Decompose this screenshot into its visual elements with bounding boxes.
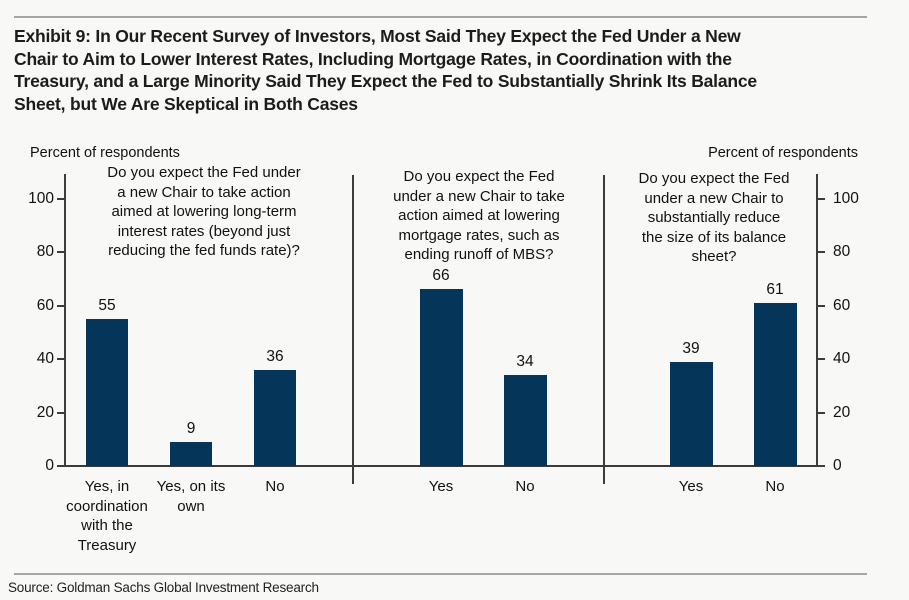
bar-category-label: Yes — [428, 478, 454, 495]
right-axis-tick — [817, 411, 825, 414]
left-axis-tick-label: 80 — [36, 243, 54, 260]
bar-category-label: Yes, on its own — [156, 478, 226, 515]
left-axis-tick — [57, 304, 65, 307]
right-axis-tick-label: 80 — [833, 243, 851, 260]
bar-value-label: 34 — [516, 353, 534, 370]
left-axis-tick — [57, 411, 65, 414]
bar-yes-on-its — [170, 442, 212, 466]
bar-value-label: 39 — [682, 340, 700, 357]
bar-value-label: 9 — [186, 420, 196, 437]
source-text: Source: Goldman Sachs Global Investment … — [8, 580, 319, 595]
right-axis-tick — [817, 465, 825, 467]
bar-category-label: Yes, in coordination with the Treasury — [66, 478, 148, 554]
right-axis-tick — [817, 304, 825, 307]
top-rule — [14, 16, 867, 18]
bar-value-label: 55 — [98, 297, 116, 314]
bar-no — [503, 375, 547, 466]
left-axis-tick — [57, 197, 65, 200]
right-axis-tick-label: 0 — [833, 457, 842, 474]
bar-yes — [419, 289, 463, 466]
panel-divider-1 — [352, 175, 354, 484]
y-axis-title-left: Percent of respondents — [30, 145, 180, 161]
panel-3-question: Do you expect the Fed under a new Chair … — [638, 170, 790, 265]
left-axis-tick — [57, 251, 65, 253]
bar-value-label: 36 — [266, 348, 284, 365]
bar-no — [753, 303, 797, 466]
panel-divider-2 — [603, 175, 605, 484]
left-axis-tick-label: 20 — [36, 403, 54, 421]
bar-no — [254, 370, 296, 466]
left-axis-tick — [57, 358, 65, 360]
bar-value-label: 61 — [766, 281, 784, 298]
exhibit-title: Exhibit 9: In Our Recent Survey of Inves… — [14, 26, 757, 114]
right-axis-tick — [817, 197, 825, 200]
bar-category-label: No — [515, 478, 535, 495]
panel-2-question: Do you expect the Fed under a new Chair … — [393, 168, 565, 263]
bar-category-label: No — [265, 478, 285, 495]
right-y-axis-line — [816, 174, 818, 466]
panel-1-question: Do you expect the Fed under a new Chair … — [107, 164, 301, 259]
right-axis-tick — [817, 251, 825, 253]
x-axis-line — [57, 465, 818, 467]
left-axis-tick-label: 0 — [45, 457, 54, 474]
left-axis-tick-label: 60 — [36, 296, 54, 314]
bar-category-label: Yes — [678, 478, 704, 495]
right-axis-tick-label: 60 — [833, 296, 851, 314]
right-axis-tick-label: 40 — [833, 350, 851, 367]
right-axis-tick-label: 20 — [833, 403, 851, 421]
left-axis-tick-label: 100 — [28, 189, 54, 207]
left-y-axis-line — [64, 174, 66, 466]
right-axis-tick — [817, 358, 825, 360]
left-axis-tick-label: 40 — [36, 350, 54, 367]
bar-category-label: No — [765, 478, 785, 495]
left-axis-tick — [57, 465, 65, 467]
bar-value-label: 66 — [432, 267, 450, 284]
y-axis-title-right: Percent of respondents — [708, 145, 858, 161]
bottom-rule — [14, 573, 867, 575]
right-axis-tick-label: 100 — [833, 189, 859, 207]
bar-yes — [669, 362, 713, 466]
bar-yes-in — [86, 319, 128, 466]
